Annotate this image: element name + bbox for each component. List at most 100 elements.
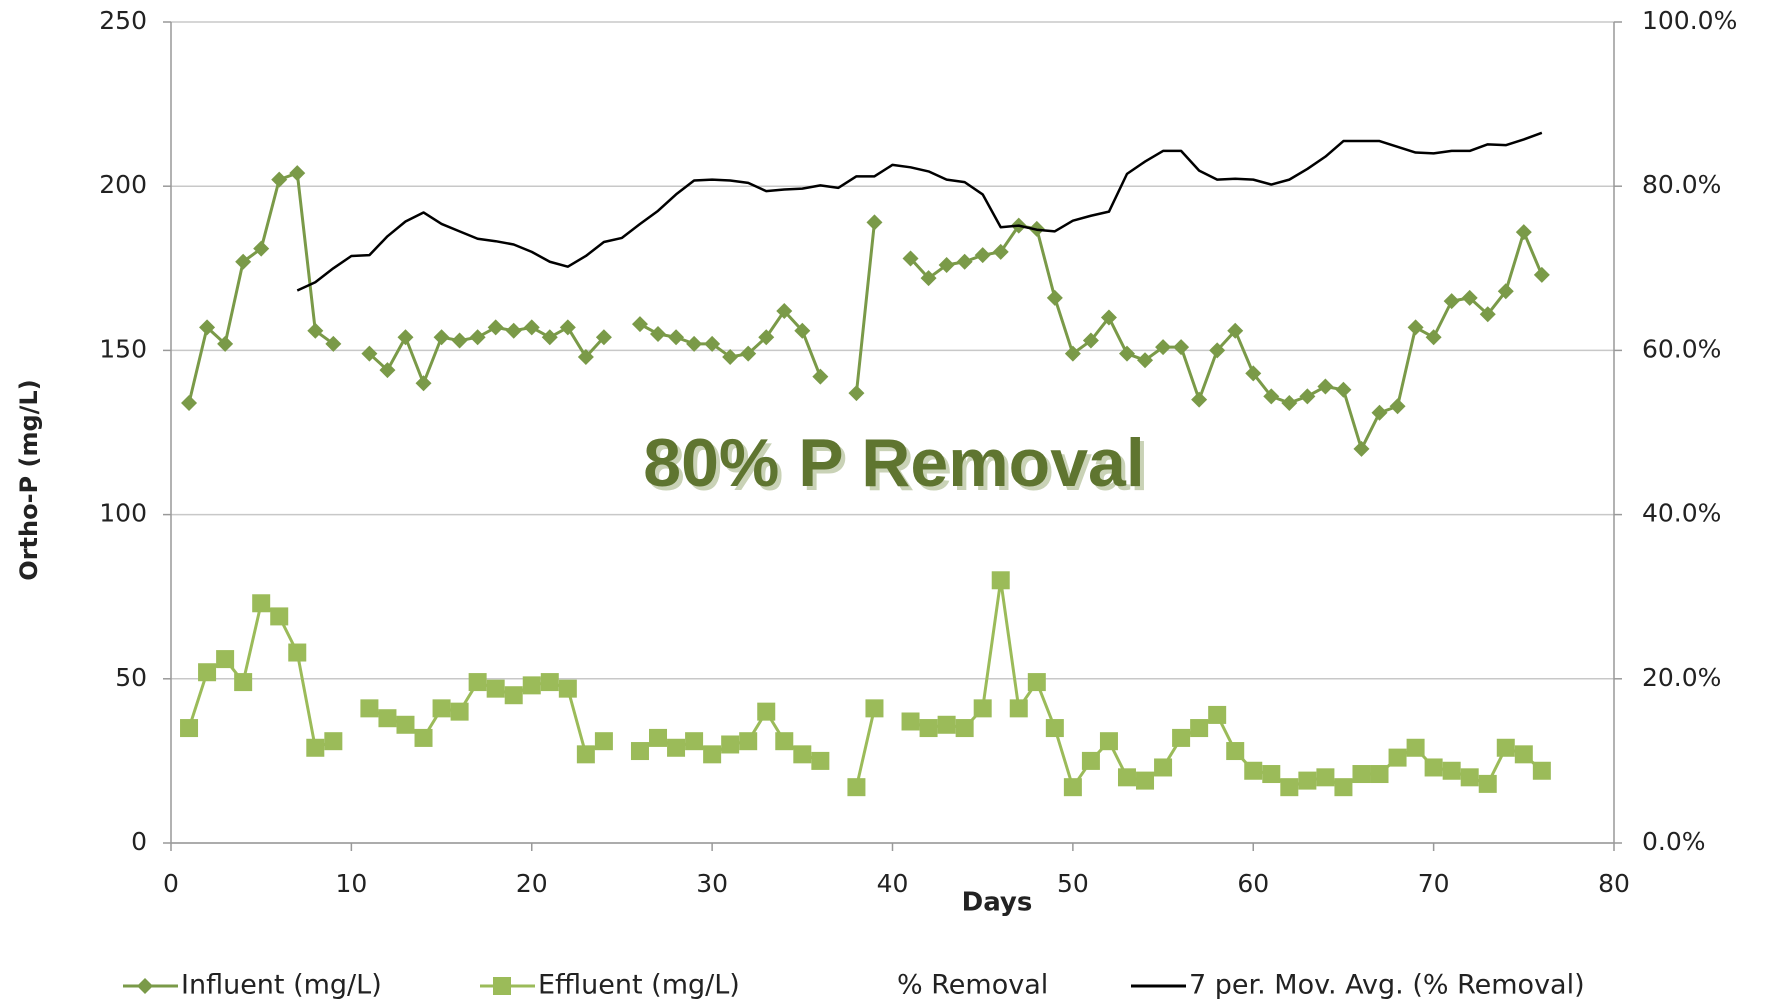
data-point — [1298, 771, 1317, 790]
data-point — [955, 719, 974, 738]
data-point — [1460, 768, 1479, 787]
data-point — [668, 329, 685, 346]
data-point — [379, 362, 396, 379]
data-point — [1424, 758, 1443, 777]
data-point — [1335, 381, 1352, 398]
data-point — [360, 699, 379, 718]
data-point — [505, 322, 522, 339]
data-point — [1533, 266, 1550, 283]
data-point — [270, 607, 289, 626]
data-point — [1100, 309, 1117, 326]
data-point — [956, 253, 973, 270]
data-point — [1099, 732, 1118, 751]
data-point — [1244, 761, 1263, 780]
data-point — [1173, 339, 1190, 356]
x-tick-label: 10 — [335, 869, 367, 898]
data-point — [1388, 748, 1407, 767]
data-point — [595, 329, 612, 346]
data-point — [181, 394, 198, 411]
data-point — [1461, 289, 1478, 306]
data-point — [1027, 673, 1046, 692]
data-point — [631, 316, 648, 333]
y-axis-label: Ortho-P (mg/L) — [15, 379, 43, 580]
data-point — [686, 335, 703, 352]
data-point — [576, 745, 595, 764]
x-tick-label: 20 — [516, 869, 548, 898]
data-point — [1063, 778, 1082, 797]
data-point — [1209, 342, 1226, 359]
data-point — [324, 732, 343, 751]
legend-marker — [493, 977, 511, 995]
data-point — [1515, 224, 1532, 241]
x-tick-label: 40 — [877, 869, 909, 898]
data-point — [938, 257, 955, 274]
data-point — [1081, 751, 1100, 770]
x-tick-label: 70 — [1418, 869, 1450, 898]
data-point — [594, 732, 613, 751]
y2-tick-label: 100.0% — [1642, 6, 1737, 35]
data-point — [199, 319, 216, 336]
data-point — [397, 329, 414, 346]
data-point — [1191, 391, 1208, 408]
series-line — [187, 171, 1544, 451]
y-tick-label: 250 — [99, 6, 147, 35]
data-point — [794, 322, 811, 339]
data-point — [1118, 345, 1135, 362]
data-point — [432, 699, 451, 718]
data-point — [685, 732, 704, 751]
y-tick-label: 0 — [131, 827, 147, 856]
data-point — [758, 329, 775, 346]
data-point — [1117, 768, 1136, 787]
data-point — [1334, 778, 1353, 797]
data-point — [522, 676, 541, 695]
data-point — [253, 240, 270, 257]
legend-label: 7 per. Mov. Avg. (% Removal) — [1189, 970, 1585, 999]
data-point — [1479, 306, 1496, 323]
y-tick-label: 200 — [99, 170, 147, 199]
data-point — [1370, 765, 1389, 784]
data-point — [180, 719, 199, 738]
data-point — [722, 348, 739, 365]
series-line — [187, 578, 1543, 789]
data-point — [973, 699, 992, 718]
legend-marker — [137, 978, 153, 994]
data-point — [937, 715, 956, 734]
data-point — [558, 679, 577, 698]
data-point — [649, 728, 668, 747]
x-tick-label: 30 — [696, 869, 728, 898]
x-axis-label: Days — [962, 888, 1033, 918]
data-point — [920, 270, 937, 287]
y2-tick-label: 0.0% — [1642, 827, 1706, 856]
annotation: 80% P Removal — [643, 425, 1144, 501]
data-point — [811, 751, 830, 770]
data-point — [1371, 404, 1388, 421]
data-point — [1407, 319, 1424, 336]
data-point — [721, 735, 740, 754]
data-point — [1154, 758, 1173, 777]
data-point — [902, 250, 919, 267]
data-point — [704, 335, 721, 352]
data-point — [234, 673, 253, 692]
data-point — [1299, 388, 1316, 405]
y-tick-label: 150 — [99, 334, 147, 363]
data-point — [703, 745, 722, 764]
data-point — [1190, 719, 1209, 738]
data-point — [1406, 738, 1425, 757]
data-point — [450, 702, 469, 721]
data-point — [1064, 345, 1081, 362]
data-point — [992, 243, 1009, 260]
legend-label: % Removal — [897, 970, 1048, 999]
data-point — [1352, 765, 1371, 784]
data-point — [1497, 283, 1514, 300]
data-point — [306, 738, 325, 757]
data-point — [1425, 329, 1442, 346]
data-point — [1172, 728, 1191, 747]
data-point — [451, 332, 468, 349]
y2-tick-label: 40.0% — [1642, 499, 1721, 528]
annotation-shadow: 80% P Removal — [647, 429, 1148, 505]
data-point — [775, 732, 794, 751]
data-point — [288, 643, 307, 662]
data-point — [1155, 339, 1172, 356]
legend-label: Influent (mg/L) — [181, 970, 382, 999]
data-point — [469, 329, 486, 346]
